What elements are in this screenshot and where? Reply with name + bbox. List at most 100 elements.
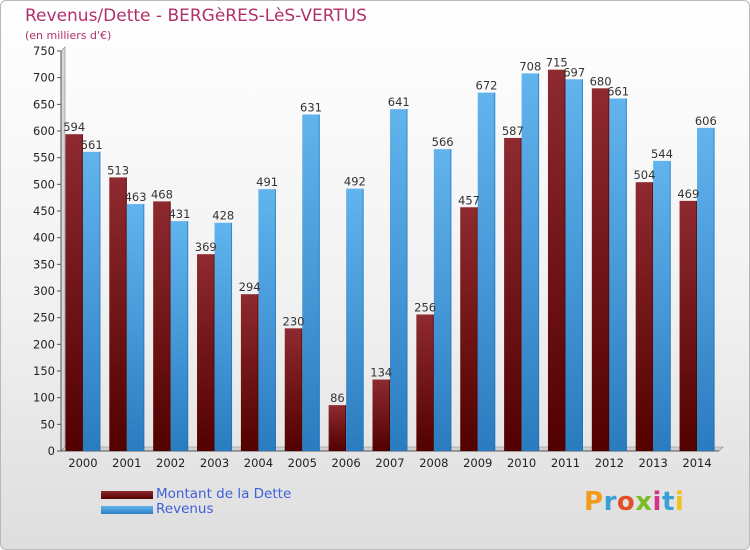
y-tick-label: 150 bbox=[33, 364, 55, 378]
y-tick-label: 400 bbox=[33, 231, 55, 245]
x-tick-label: 2012 bbox=[595, 456, 624, 470]
data-label-debt-2014: 469 bbox=[677, 187, 699, 201]
data-label-revenue-2012: 661 bbox=[607, 84, 629, 98]
bar-revenue-2010 bbox=[521, 73, 540, 452]
y-tick-label: 50 bbox=[40, 417, 55, 431]
bar-debt-2003 bbox=[197, 254, 215, 451]
x-tick-label: 2013 bbox=[639, 456, 668, 470]
bar-revenue-2003 bbox=[214, 222, 233, 451]
legend-swatch-revenue bbox=[101, 506, 153, 514]
brand-letter: i bbox=[652, 487, 662, 517]
brand-letter: i bbox=[674, 487, 685, 517]
data-label-revenue-2014: 606 bbox=[695, 114, 717, 128]
y-tick-label: 700 bbox=[33, 71, 55, 85]
x-tick-label: 2006 bbox=[331, 456, 360, 470]
data-label-debt-2000: 594 bbox=[63, 120, 85, 134]
data-label-revenue-2004: 491 bbox=[256, 175, 278, 189]
x-tick-label: 2014 bbox=[682, 456, 711, 470]
bar-debt-2010 bbox=[504, 137, 522, 451]
data-label-debt-2007: 134 bbox=[370, 366, 392, 380]
bar-revenue-2013 bbox=[653, 160, 671, 451]
data-label-revenue-2006: 492 bbox=[344, 175, 366, 189]
x-tick-label: 2007 bbox=[375, 456, 404, 470]
chart-data-labels: 594 561 513 463 468 431 369 428 294 491 230 631 86 49… bbox=[63, 56, 717, 405]
legend-label-debt: Montant de la Dette bbox=[156, 486, 292, 502]
y-tick-label: 550 bbox=[33, 151, 55, 165]
x-tick-label: 2009 bbox=[463, 456, 492, 470]
bar-debt-2004 bbox=[240, 294, 259, 451]
data-label-revenue-2010: 708 bbox=[519, 59, 541, 73]
data-label-debt-2006: 86 bbox=[330, 391, 345, 405]
bar-revenue-2011 bbox=[565, 79, 583, 452]
data-label-debt-2013: 504 bbox=[633, 168, 655, 182]
bar-revenue-2008 bbox=[433, 149, 452, 451]
brand-letter: t bbox=[661, 487, 675, 517]
y-tick-label: 100 bbox=[33, 391, 55, 405]
data-label-revenue-2007: 641 bbox=[388, 95, 410, 109]
data-label-revenue-2003: 428 bbox=[212, 209, 234, 223]
bar-debt-2008 bbox=[416, 314, 434, 451]
y-tick-label: 0 bbox=[48, 444, 55, 458]
x-tick-label: 2010 bbox=[507, 456, 536, 470]
data-label-revenue-2001: 463 bbox=[125, 190, 147, 204]
data-label-debt-2004: 294 bbox=[239, 280, 261, 294]
data-label-debt-2011: 715 bbox=[546, 56, 568, 70]
y-tick-label: 450 bbox=[33, 204, 55, 218]
x-tick-label: 2008 bbox=[419, 456, 448, 470]
brand-letter: r bbox=[603, 487, 617, 517]
bar-debt-2007 bbox=[372, 379, 390, 451]
y-tick-label: 300 bbox=[33, 284, 55, 298]
x-tick-label: 2005 bbox=[288, 456, 317, 470]
data-label-debt-2005: 230 bbox=[283, 314, 305, 328]
x-tick-label: 2000 bbox=[68, 456, 97, 470]
data-label-debt-2003: 369 bbox=[195, 240, 217, 254]
y-tick-label: 200 bbox=[33, 337, 55, 351]
x-tick-label: 2004 bbox=[244, 456, 273, 470]
x-tick-label: 2003 bbox=[200, 456, 229, 470]
data-label-revenue-2013: 544 bbox=[651, 147, 673, 161]
bar-debt-2006 bbox=[328, 405, 347, 451]
x-tick-label: 2011 bbox=[551, 456, 580, 470]
bar-revenue-2000 bbox=[82, 151, 101, 452]
data-label-revenue-2002: 431 bbox=[168, 207, 190, 221]
bar-revenue-2002 bbox=[170, 221, 189, 451]
legend-swatch-debt bbox=[101, 491, 153, 499]
bar-revenue-2014 bbox=[697, 127, 715, 452]
chart-subtitle: (en milliers d'€) bbox=[25, 29, 112, 42]
y-tick-label: 500 bbox=[33, 177, 55, 191]
y-tick-label: 350 bbox=[33, 257, 55, 271]
y-tick-label: 650 bbox=[33, 97, 55, 111]
bar-debt-2012 bbox=[591, 88, 610, 451]
data-label-debt-2012: 680 bbox=[590, 74, 612, 88]
legend-label-revenue: Revenus bbox=[156, 501, 214, 517]
bar-revenue-2006 bbox=[346, 188, 364, 451]
bar-revenue-2007 bbox=[390, 109, 408, 451]
bar-debt-2009 bbox=[460, 207, 478, 451]
brand-letter: P bbox=[584, 487, 604, 517]
brand-logo: Proxiti bbox=[584, 487, 684, 517]
x-tick-label: 2001 bbox=[112, 456, 141, 470]
bar-debt-2011 bbox=[547, 69, 566, 452]
y-tick-label: 600 bbox=[33, 124, 55, 138]
chart-title: Revenus/Dette - BERGèRES-LèS-VERTUS bbox=[25, 6, 367, 26]
bar-revenue-2005 bbox=[302, 114, 320, 451]
data-label-revenue-2000: 561 bbox=[81, 138, 103, 152]
data-label-revenue-2011: 697 bbox=[563, 65, 585, 79]
bar-debt-2005 bbox=[284, 328, 303, 451]
y-tick-label: 250 bbox=[33, 311, 55, 325]
bar-debt-2000 bbox=[65, 134, 83, 451]
bar-revenue-2009 bbox=[477, 92, 496, 451]
data-label-revenue-2008: 566 bbox=[432, 135, 454, 149]
data-label-debt-2001: 513 bbox=[107, 163, 129, 177]
y-tick-label: 750 bbox=[33, 44, 55, 58]
data-label-debt-2009: 457 bbox=[458, 193, 480, 207]
bar-debt-2002 bbox=[153, 201, 171, 451]
data-label-revenue-2009: 672 bbox=[476, 79, 498, 93]
data-label-revenue-2005: 631 bbox=[300, 100, 322, 114]
chart-bars bbox=[65, 69, 715, 452]
bar-revenue-2001 bbox=[126, 204, 145, 451]
data-label-debt-2002: 468 bbox=[151, 187, 173, 201]
bar-revenue-2004 bbox=[258, 189, 276, 451]
